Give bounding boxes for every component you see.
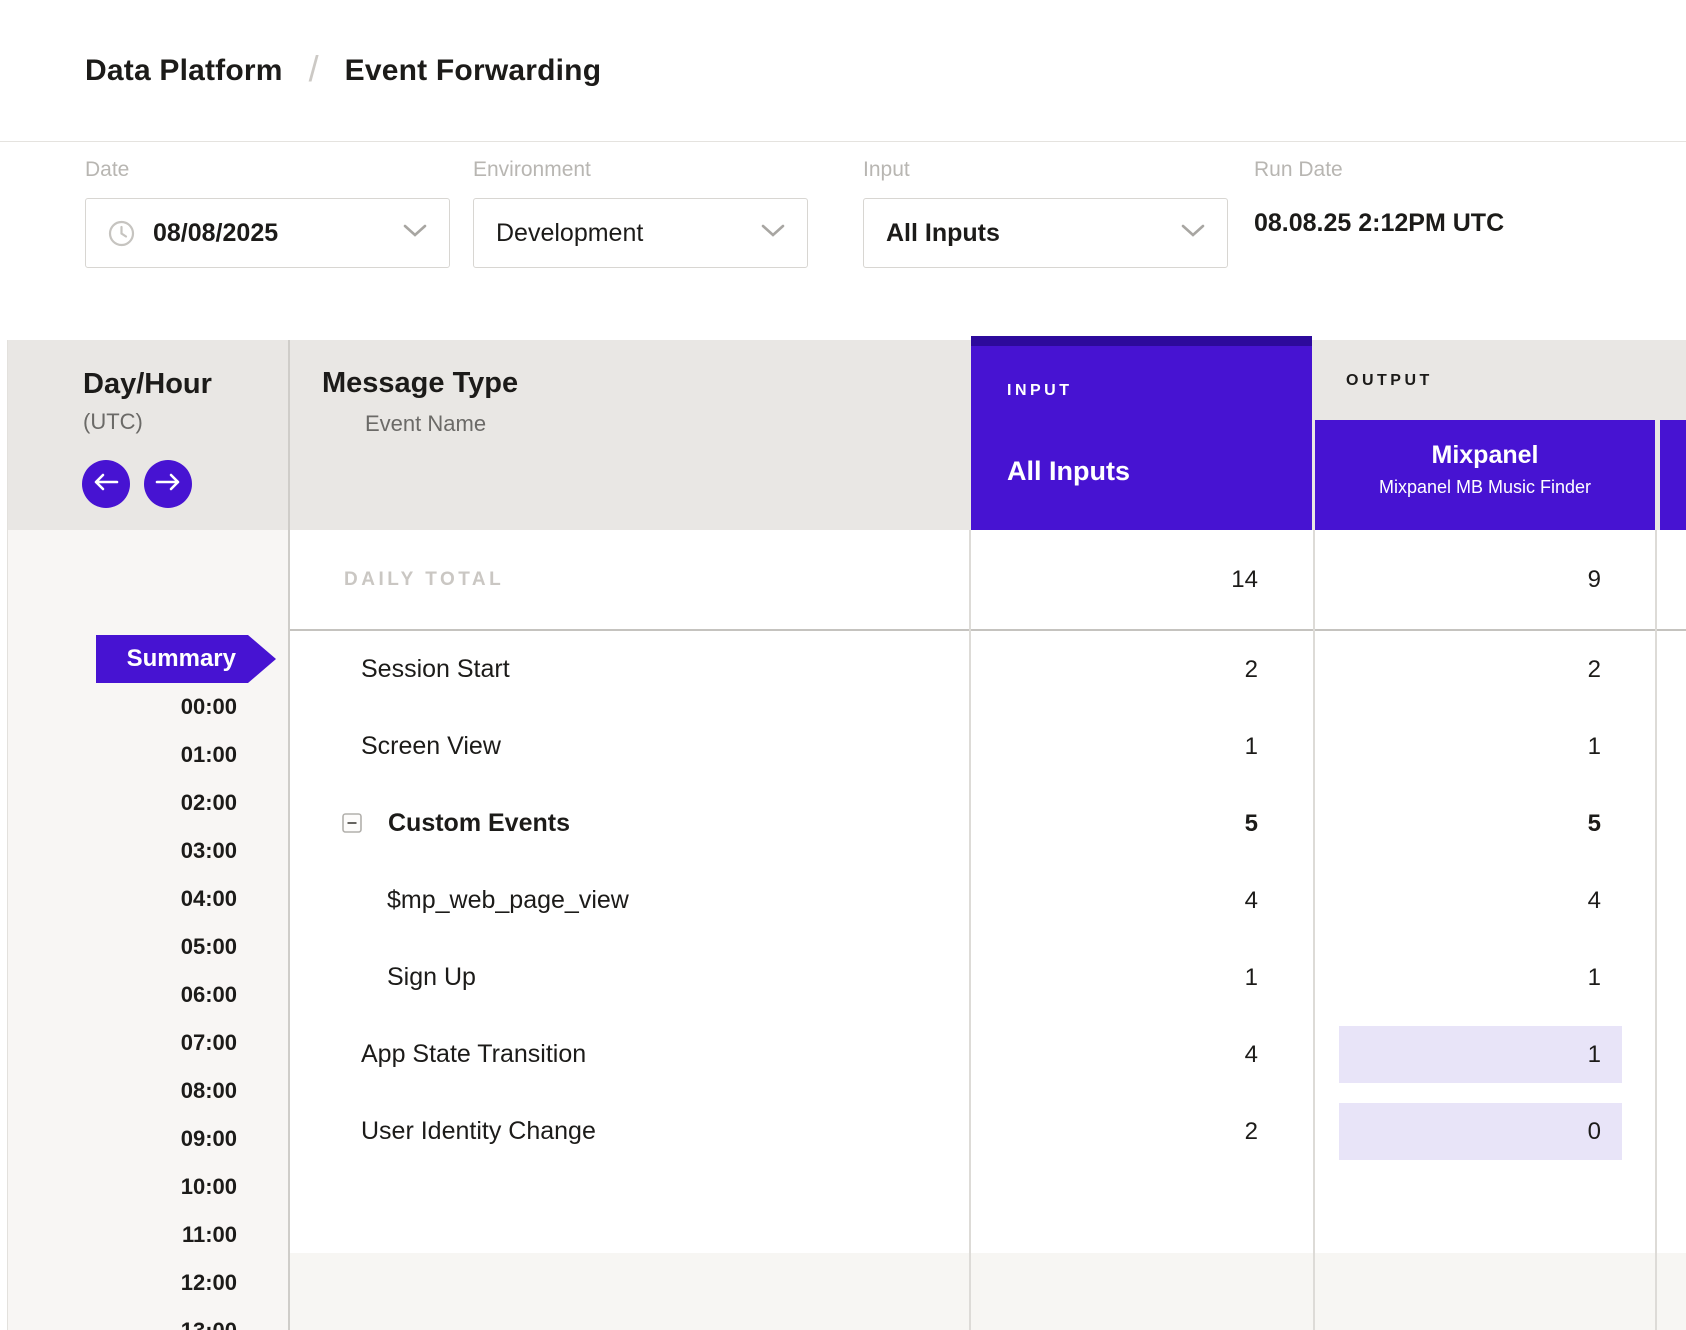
input-group-label: INPUT xyxy=(1007,382,1073,399)
output-count[interactable]: 0 xyxy=(1339,1103,1622,1160)
input-count: 4 xyxy=(1244,887,1258,914)
environment-filter-label: Environment xyxy=(473,158,591,181)
day-hour-subtitle: (UTC) xyxy=(83,409,143,434)
summary-row-tag[interactable]: Summary xyxy=(96,635,276,683)
environment-dropdown[interactable]: Development xyxy=(473,198,808,268)
arrow-left-icon xyxy=(93,473,119,496)
hour-label[interactable]: 06:00 xyxy=(180,982,237,1007)
hour-label[interactable]: 10:00 xyxy=(180,1174,237,1199)
breadcrumb-section[interactable]: Data Platform xyxy=(85,53,283,87)
date-filter-label: Date xyxy=(85,158,130,181)
hour-label[interactable]: 09:00 xyxy=(180,1126,237,1151)
input-count: 1 xyxy=(1244,733,1258,760)
table-row: App State Transition 4 1 xyxy=(0,1016,1686,1093)
output-group-label: OUTPUT xyxy=(1346,372,1433,389)
date-value: 08/08/2025 xyxy=(153,218,279,247)
event-name-subtitle: Event Name xyxy=(365,411,487,436)
breadcrumb-separator: / xyxy=(308,47,319,89)
column-separator xyxy=(1313,530,1315,1330)
event-name-label[interactable]: Screen View xyxy=(361,732,501,760)
hour-label[interactable]: 02:00 xyxy=(180,790,237,815)
input-value: All Inputs xyxy=(886,218,1000,247)
hour-label[interactable]: 12:00 xyxy=(180,1270,237,1295)
daily-total-output-value: 9 xyxy=(1587,566,1601,593)
day-hour-sidebar: Summary 00:00 01:00 02:00 03:00 04:00 05… xyxy=(8,530,288,1330)
input-filter: Input All Inputs xyxy=(863,158,1228,268)
input-count: 4 xyxy=(1244,1041,1258,1068)
input-column-name: All Inputs xyxy=(1007,456,1130,486)
previous-day-button[interactable] xyxy=(82,460,130,508)
hour-label[interactable]: 07:00 xyxy=(180,1030,237,1055)
hour-label[interactable]: 04:00 xyxy=(180,886,237,911)
arrow-right-icon xyxy=(155,473,181,496)
column-separator xyxy=(1655,530,1657,1330)
daily-total-label: DAILY TOTAL xyxy=(344,569,505,590)
chevron-down-icon xyxy=(1181,224,1205,243)
environment-value: Development xyxy=(496,218,644,247)
table-row: Session Start 2 2 xyxy=(0,631,1686,708)
hour-label[interactable]: 11:00 xyxy=(181,1222,237,1247)
hour-label[interactable]: 05:00 xyxy=(180,934,237,959)
hour-label[interactable]: 00:00 xyxy=(180,694,237,719)
table-row: Sign Up 1 1 xyxy=(0,939,1686,1016)
table-footer-area xyxy=(290,1253,1686,1330)
collapse-icon[interactable] xyxy=(342,813,362,833)
input-count: 2 xyxy=(1244,656,1258,683)
event-name-label[interactable]: $mp_web_page_view xyxy=(387,886,629,914)
table-row: Screen View 1 1 xyxy=(0,708,1686,785)
event-rows: Session Start 2 2 Screen View 1 1 Custom… xyxy=(0,631,1686,1170)
output-count[interactable]: 4 xyxy=(1587,887,1601,914)
output-count[interactable]: 1 xyxy=(1339,1026,1622,1083)
day-hour-header: Day/Hour xyxy=(83,368,212,400)
next-day-button[interactable] xyxy=(144,460,192,508)
run-date: Run Date 08.08.25 2:12PM UTC xyxy=(1254,158,1504,238)
input-filter-label: Input xyxy=(863,158,910,181)
run-date-value: 08.08.25 2:12PM UTC xyxy=(1254,209,1505,237)
event-name-label[interactable]: Sign Up xyxy=(387,963,476,991)
input-count: 5 xyxy=(1244,810,1258,837)
run-date-label: Run Date xyxy=(1254,158,1343,181)
table-row: User Identity Change 2 0 xyxy=(0,1093,1686,1170)
clock-icon xyxy=(108,220,135,247)
left-gutter-border xyxy=(7,340,8,1330)
input-count: 2 xyxy=(1244,1118,1258,1145)
date-filter: Date 08/08/2025 xyxy=(85,158,450,268)
event-name-label[interactable]: User Identity Change xyxy=(361,1117,596,1145)
output-count[interactable]: 1 xyxy=(1587,733,1601,760)
output-column-header-mixpanel[interactable]: Mixpanel Mixpanel MB Music Finder xyxy=(1315,420,1655,530)
table-row: $mp_web_page_view 4 4 xyxy=(0,862,1686,939)
output-column-name: Mixpanel xyxy=(1431,441,1539,469)
hour-label[interactable]: 13:00 xyxy=(8,1307,237,1330)
input-dropdown[interactable]: All Inputs xyxy=(863,198,1228,268)
message-type-header: Message Type xyxy=(322,367,519,399)
page-title: Event Forwarding xyxy=(344,53,602,87)
input-count: 1 xyxy=(1244,964,1258,991)
output-count[interactable]: 5 xyxy=(1587,810,1601,837)
column-separator xyxy=(288,340,290,1330)
daily-total-input-value: 14 xyxy=(1231,566,1258,593)
output-column-header-next-partial[interactable] xyxy=(1660,420,1686,530)
output-count[interactable]: 1 xyxy=(1587,964,1601,991)
daily-total-row: DAILY TOTAL 14 9 xyxy=(290,530,1686,631)
chevron-down-icon xyxy=(761,224,785,243)
chevron-down-icon xyxy=(403,224,427,243)
event-name-label[interactable]: App State Transition xyxy=(361,1040,587,1068)
breadcrumb: Data Platform / Event Forwarding xyxy=(0,0,1686,142)
event-name-label[interactable]: Custom Events xyxy=(388,809,570,837)
output-column-subtitle: Mixpanel MB Music Finder xyxy=(1378,477,1592,497)
date-dropdown[interactable]: 08/08/2025 xyxy=(85,198,450,268)
event-name-label[interactable]: Session Start xyxy=(361,655,510,683)
table-row: Custom Events 5 5 xyxy=(0,785,1686,862)
hour-label[interactable]: 08:00 xyxy=(180,1078,237,1103)
hour-label[interactable]: 01:00 xyxy=(180,742,237,767)
column-separator xyxy=(969,530,971,1330)
hour-label[interactable]: 03:00 xyxy=(180,838,237,863)
environment-filter: Environment Development xyxy=(473,158,808,268)
output-count[interactable]: 2 xyxy=(1587,656,1601,683)
input-column-header[interactable]: INPUT All Inputs xyxy=(971,336,1312,530)
